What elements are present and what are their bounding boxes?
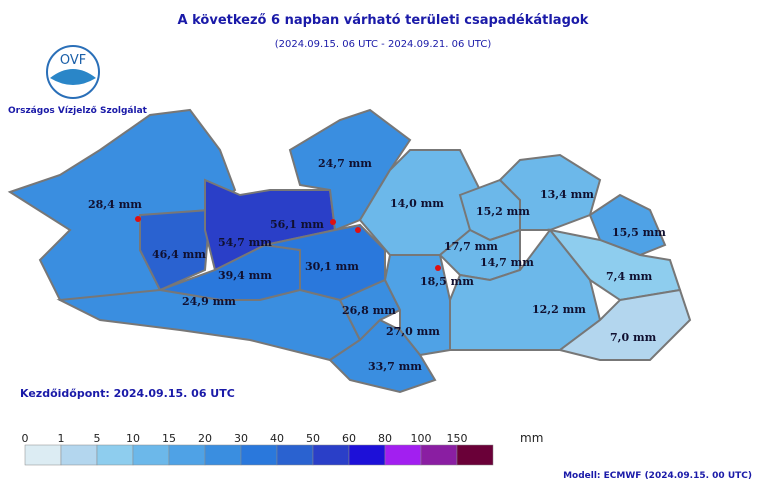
basin xyxy=(557,288,692,361)
legend-label: 80 xyxy=(378,432,392,445)
title: A következő 6 napban várható területi cs… xyxy=(178,13,589,28)
logo-wave xyxy=(50,69,96,85)
legend-swatch xyxy=(24,444,62,466)
legend-label: 1 xyxy=(58,432,65,445)
basin xyxy=(139,208,212,292)
legend-swatch xyxy=(60,444,98,466)
region-label: 13,4 mm xyxy=(540,188,594,201)
legend-label: 5 xyxy=(94,432,101,445)
legend-label: 100 xyxy=(411,432,432,445)
legend-swatch xyxy=(132,444,170,466)
legend-swatch xyxy=(240,444,278,466)
legend-swatch xyxy=(276,444,314,466)
region-label: 26,8 mm xyxy=(342,304,396,317)
legend-label: 30 xyxy=(234,432,248,445)
region-label: 14,7 mm xyxy=(480,256,534,269)
legend-label: 50 xyxy=(306,432,320,445)
region-label: 33,7 mm xyxy=(368,360,422,373)
legend-swatch xyxy=(312,444,350,466)
legend-swatch xyxy=(96,444,134,466)
station xyxy=(435,265,441,271)
basins xyxy=(7,108,692,394)
region-label: 27,0 mm xyxy=(386,325,440,338)
region-label: 39,4 mm xyxy=(218,269,272,282)
basin xyxy=(547,228,682,302)
region-label: 18,5 mm xyxy=(420,275,474,288)
region-label: 14,0 mm xyxy=(390,197,444,210)
legend-swatch xyxy=(204,444,242,466)
legend-label: 40 xyxy=(270,432,284,445)
region-label: 12,2 mm xyxy=(532,303,586,316)
legend-swatch xyxy=(348,444,386,466)
legend-swatch xyxy=(384,444,422,466)
legend-label: 20 xyxy=(198,432,212,445)
legend-swatch xyxy=(420,444,458,466)
region-label: 46,4 mm xyxy=(152,248,206,261)
region-label: 54,7 mm xyxy=(218,236,272,249)
legend-label: 150 xyxy=(447,432,468,445)
basin xyxy=(338,278,402,342)
region-label: 15,2 mm xyxy=(476,205,530,218)
basin xyxy=(328,318,437,394)
agency: Országos Vízjelző Szolgálat xyxy=(8,106,148,116)
basin xyxy=(449,228,602,351)
legend-swatch xyxy=(168,444,206,466)
region-label: 7,0 mm xyxy=(610,331,657,344)
legend-label: 0 xyxy=(22,432,29,445)
region-label: 24,7 mm xyxy=(318,157,372,170)
region-label: 7,4 mm xyxy=(606,270,653,283)
legend: 0 1 5 10 15 20 30 40 50 60 80 100 150 xyxy=(22,432,494,466)
logo-text: OVF xyxy=(60,53,86,68)
region-label: 15,5 mm xyxy=(612,226,666,239)
region-label: 28,4 mm xyxy=(88,198,142,211)
region-label: 56,1 mm xyxy=(270,218,324,231)
model: Modell: ECMWF (2024.09.15. 00 UTC) xyxy=(563,471,752,481)
region-labels: 28,4 mm 46,4 mm 54,7 mm 56,1 mm 24,7 mm … xyxy=(88,157,666,373)
region-label: 17,7 mm xyxy=(444,240,498,253)
region-label: 30,1 mm xyxy=(305,260,359,273)
legend-swatch xyxy=(456,444,494,466)
subtitle: (2024.09.15. 06 UTC - 2024.09.21. 06 UTC… xyxy=(275,39,492,50)
legend-label: 10 xyxy=(126,432,140,445)
region-label: 24,9 mm xyxy=(182,295,236,308)
legend-label: 15 xyxy=(162,432,176,445)
station xyxy=(135,216,141,222)
legend-unit: mm xyxy=(520,431,543,445)
station xyxy=(330,219,336,225)
start-time: Kezdőidőpont: 2024.09.15. 06 UTC xyxy=(20,387,235,400)
station xyxy=(355,227,361,233)
legend-label: 60 xyxy=(342,432,356,445)
